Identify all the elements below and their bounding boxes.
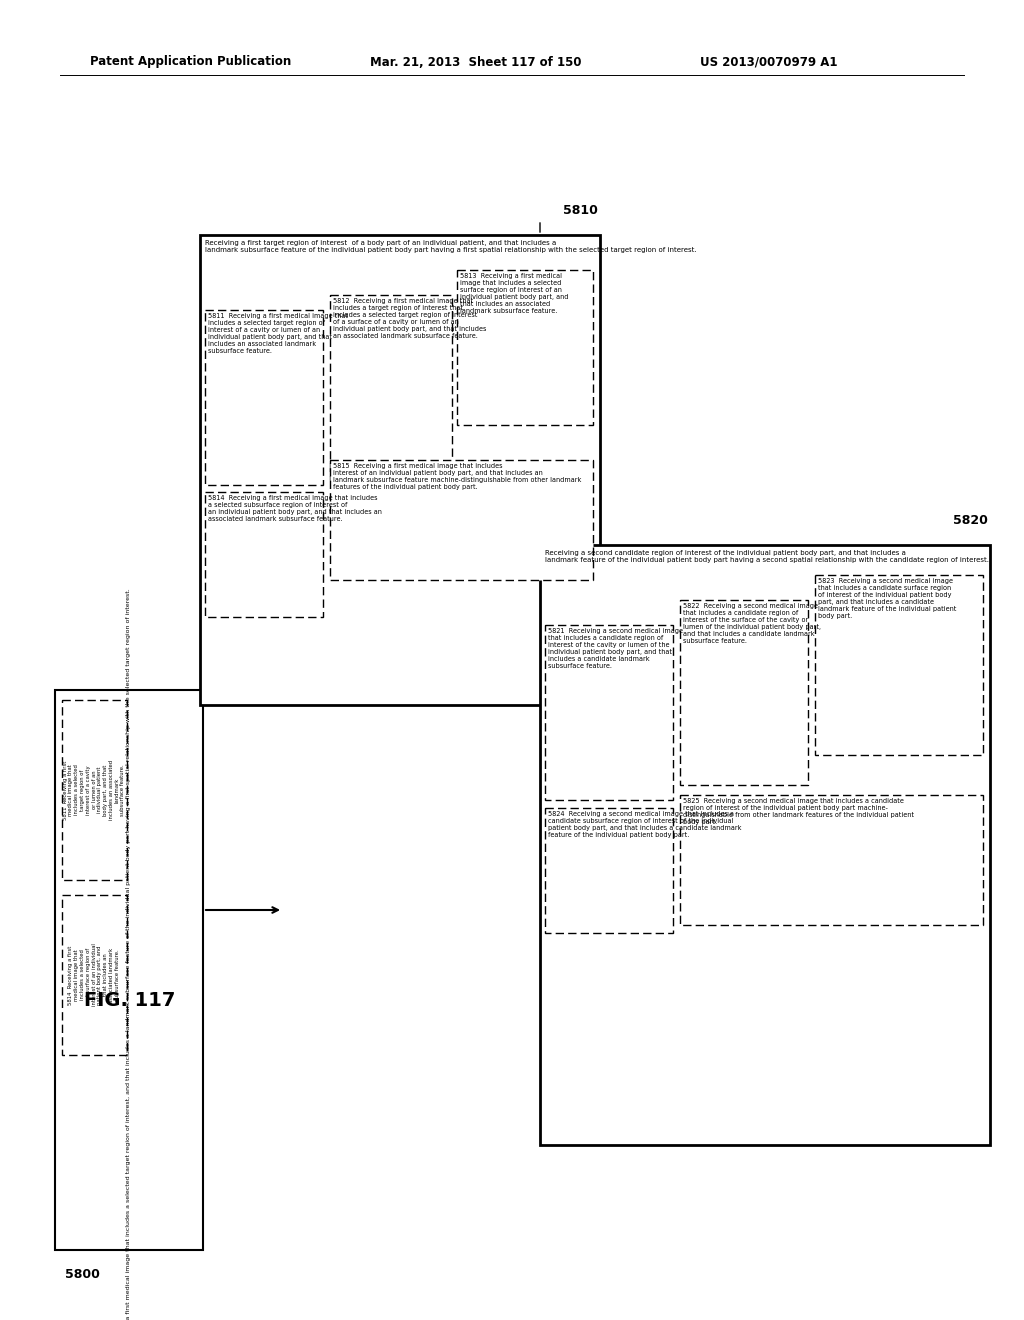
- Text: 5811  Receiving a first
medical image that
includes a selected
target region of
: 5811 Receiving a first medical image tha…: [62, 760, 126, 820]
- Text: Receiving a first target region of interest  of a body part of an individual pat: Receiving a first target region of inter…: [205, 240, 696, 253]
- Text: 5825  Receiving a second medical image that includes a candidate
region of inter: 5825 Receiving a second medical image th…: [683, 799, 914, 825]
- Bar: [545, 808, 673, 933]
- Text: 5823  Receiving a second medical image
that includes a candidate surface region
: 5823 Receiving a second medical image th…: [818, 578, 956, 619]
- Bar: [330, 294, 452, 480]
- Bar: [815, 576, 983, 755]
- Text: 5814  Receiving a first
medical image that
includes a selected
subsurface region: 5814 Receiving a first medical image tha…: [69, 944, 120, 1006]
- Text: 5800: 5800: [65, 1269, 100, 1280]
- Text: Mar. 21, 2013  Sheet 117 of 150: Mar. 21, 2013 Sheet 117 of 150: [370, 55, 582, 69]
- Text: Patent Application Publication: Patent Application Publication: [90, 55, 291, 69]
- Text: Receiving a first medical image that includes a selected target region of intere: Receiving a first medical image that inc…: [127, 589, 131, 1320]
- Text: FIG. 117: FIG. 117: [84, 990, 176, 1010]
- Text: 5813  Receiving a first medical
image that includes a selected
surface region of: 5813 Receiving a first medical image tha…: [460, 273, 568, 314]
- Bar: [680, 601, 808, 785]
- Bar: [545, 624, 673, 800]
- Text: US 2013/0070979 A1: US 2013/0070979 A1: [700, 55, 838, 69]
- Text: 5814  Receiving a first medical image that includes
a selected subsurface region: 5814 Receiving a first medical image tha…: [208, 495, 382, 521]
- Text: 5824  Receiving a second medical image that includes a
candidate subsurface regi: 5824 Receiving a second medical image th…: [548, 810, 741, 838]
- Bar: [205, 492, 323, 616]
- Text: Receiving a second candidate region of interest of the individual patient body p: Receiving a second candidate region of i…: [545, 550, 989, 564]
- Bar: [55, 690, 203, 1250]
- Text: 5820: 5820: [953, 513, 988, 527]
- Bar: [540, 545, 990, 1144]
- Text: 5810: 5810: [563, 205, 598, 216]
- Bar: [200, 235, 600, 705]
- Text: 5815  Receiving a first medical image that includes
interest of an individual pa: 5815 Receiving a first medical image tha…: [333, 463, 582, 490]
- Text: 5822  Receiving a second medical image
that includes a candidate region of
inter: 5822 Receiving a second medical image th…: [683, 603, 821, 644]
- Text: 5811  Receiving a first medical image that
includes a selected target region of
: 5811 Receiving a first medical image tha…: [208, 313, 348, 354]
- Bar: [330, 459, 593, 579]
- Bar: [62, 700, 127, 880]
- Bar: [457, 271, 593, 425]
- Bar: [205, 310, 323, 484]
- Text: 5812  Receiving a first medical image that
includes a target region of interest : 5812 Receiving a first medical image tha…: [333, 298, 486, 339]
- Bar: [680, 795, 983, 925]
- Text: 5821  Receiving a second medical image
that includes a candidate region of
inter: 5821 Receiving a second medical image th…: [548, 628, 683, 669]
- Bar: [62, 895, 127, 1055]
